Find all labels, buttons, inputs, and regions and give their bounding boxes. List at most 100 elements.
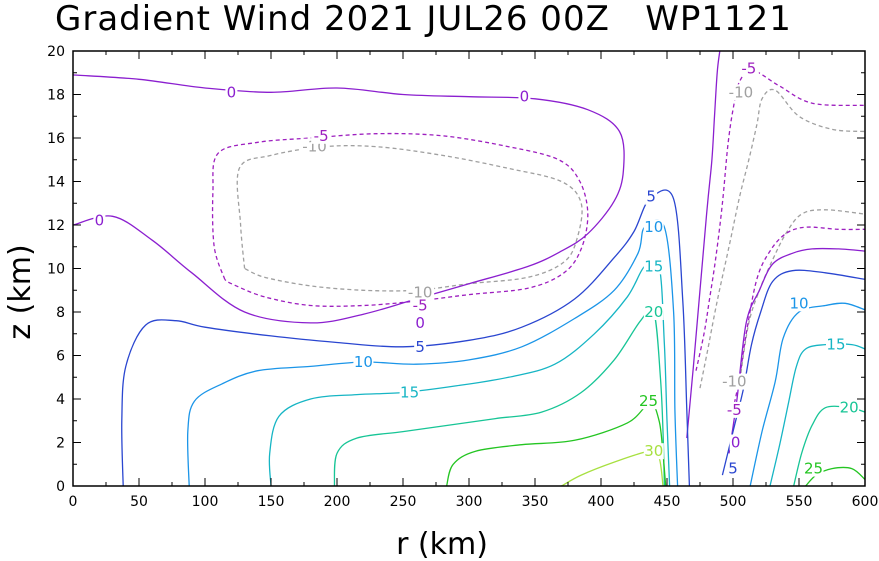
x-tick-label: 350 bbox=[522, 494, 549, 510]
contour-label-bg bbox=[803, 460, 824, 477]
contour-label-bg bbox=[414, 314, 427, 331]
y-axis: 0 2 4 6 8 10 12 14 16 18 20 bbox=[47, 44, 865, 495]
x-tick-label: 200 bbox=[324, 494, 351, 510]
contour-line-25-seg-1 bbox=[805, 466, 866, 487]
contour-label-bg bbox=[643, 443, 664, 460]
contour-label-bg bbox=[93, 212, 106, 229]
contour-label-layer: -10-10-10-10-5-5-5-50 0000555101010151515… bbox=[93, 59, 860, 478]
contour-label-5-2: 5 bbox=[728, 460, 738, 478]
contour-label-25-0: 25 bbox=[639, 392, 658, 410]
contour-label-bg bbox=[410, 297, 431, 314]
y-tick-label: 8 bbox=[56, 305, 65, 321]
contour-label-bg bbox=[839, 399, 860, 416]
contour-label-bg bbox=[406, 284, 435, 301]
x-tick-label: 300 bbox=[456, 494, 483, 510]
contour-label-minus-10-1: -10 bbox=[408, 283, 433, 301]
contour-label-minus-10-2: -10 bbox=[729, 83, 754, 101]
chart-title: Gradient Wind 2021 JUL26 00Z WP1121 bbox=[55, 0, 792, 39]
contour-line-5-seg-1 bbox=[721, 269, 866, 476]
y-tick-label: 6 bbox=[56, 349, 65, 365]
contour-label-bg bbox=[738, 60, 759, 77]
contour-line-0-seg-0 bbox=[72, 74, 625, 324]
contour-label-10-1: 10 bbox=[789, 294, 808, 312]
contour-layer bbox=[72, 50, 866, 487]
contour-label-bg bbox=[724, 401, 745, 418]
contour-line-25-seg-0 bbox=[445, 402, 667, 487]
contour-line-minus-5-seg-1 bbox=[695, 69, 866, 371]
plot-frame bbox=[72, 50, 866, 487]
x-axis: 0 50 100 150 200 250 300 350 400 450 500 550 600 bbox=[69, 51, 879, 510]
contour-line-20-seg-0 bbox=[333, 307, 666, 487]
contour-label-bg bbox=[353, 354, 374, 371]
contour-label-bg bbox=[720, 373, 749, 390]
x-tick-label: 600 bbox=[852, 494, 879, 510]
contour-label-bg bbox=[643, 258, 664, 275]
contour-line-15-seg-1 bbox=[769, 343, 866, 487]
contour-label-20-0: 20 bbox=[644, 303, 663, 321]
x-tick-label: 0 bbox=[69, 494, 78, 510]
contour-label-20-1: 20 bbox=[840, 399, 859, 417]
contour-label-bg bbox=[643, 304, 664, 320]
contour-label-5-1: 5 bbox=[415, 338, 425, 356]
contour-label-bg bbox=[643, 219, 664, 236]
contour-label-bg bbox=[727, 460, 739, 477]
y-axis-label: z (km) bbox=[3, 244, 38, 339]
contour-label-minus-5-1: -5 bbox=[413, 296, 428, 314]
contour-label-30-0: 30 bbox=[644, 442, 663, 460]
x-tick-label: 400 bbox=[588, 494, 615, 510]
y-tick-label: 0 bbox=[56, 479, 65, 495]
contour-line-10-seg-1 bbox=[749, 302, 866, 487]
contour-line-minus-10-seg-0 bbox=[236, 145, 583, 292]
x-tick-label: 250 bbox=[390, 494, 417, 510]
x-tick-label: 100 bbox=[192, 494, 219, 510]
x-tick-label: 450 bbox=[654, 494, 681, 510]
contour-label-0-3: 0 bbox=[415, 314, 425, 332]
y-tick-label: 18 bbox=[47, 88, 65, 104]
contour-label-15-2: 15 bbox=[400, 383, 419, 401]
contour-label-bg bbox=[825, 336, 846, 353]
contour-line-30-seg-0 bbox=[561, 450, 664, 487]
contour-label-bg bbox=[518, 88, 531, 105]
contour-label-0-2: 0 bbox=[95, 212, 105, 230]
contour-label-bg bbox=[414, 338, 427, 355]
contour-label-bg bbox=[399, 384, 420, 401]
contour-label-bg bbox=[789, 295, 809, 312]
y-tick-label: 12 bbox=[47, 218, 65, 234]
contour-line-0-seg-1 bbox=[686, 50, 721, 439]
contour-label-15-0: 15 bbox=[644, 257, 663, 275]
contour-label-bg bbox=[311, 127, 332, 144]
x-tick-label: 50 bbox=[130, 494, 148, 510]
x-tick-label: 150 bbox=[258, 494, 285, 510]
contour-line-10-seg-0 bbox=[186, 219, 679, 487]
contour-label-25-1: 25 bbox=[804, 460, 823, 478]
contour-label-0-1: 0 bbox=[520, 88, 530, 106]
contour-label-minus-5-2: -5 bbox=[741, 59, 756, 77]
y-tick-label: 16 bbox=[47, 131, 65, 147]
y-tick-label: 20 bbox=[47, 44, 65, 60]
contour-label-bg bbox=[645, 188, 658, 205]
contour-line-minus-10-seg-1 bbox=[699, 88, 866, 389]
contour-label-10-2: 10 bbox=[354, 353, 373, 371]
y-tick-label: 2 bbox=[56, 436, 65, 452]
contour-line-minus-10-seg-2 bbox=[740, 209, 866, 374]
contour-line-minus-5-seg-0 bbox=[211, 132, 589, 307]
contour-label-15-1: 15 bbox=[826, 336, 845, 354]
contour-label-0-4: 0 bbox=[731, 434, 741, 452]
contour-line-minus-5-seg-2 bbox=[732, 226, 866, 411]
contour-label-minus-5-0: -5 bbox=[314, 127, 329, 145]
contour-label-bg bbox=[638, 393, 659, 410]
contour-line-5-seg-0 bbox=[121, 189, 691, 487]
contour-label-bg bbox=[729, 434, 742, 451]
contour-label-10-0: 10 bbox=[644, 218, 663, 236]
contour-label-0-0: 0 bbox=[227, 83, 237, 101]
x-axis-label: r (km) bbox=[396, 527, 488, 561]
x-tick-label: 500 bbox=[720, 494, 747, 510]
y-tick-label: 14 bbox=[47, 175, 65, 191]
contour-label-bg bbox=[726, 84, 755, 101]
y-tick-label: 4 bbox=[56, 392, 65, 408]
contour-line-15-seg-0 bbox=[268, 258, 671, 487]
contour-label-bg bbox=[225, 84, 238, 101]
contour-label-minus-5-3: -5 bbox=[727, 401, 742, 419]
contour-label-minus-10-3: -10 bbox=[722, 373, 747, 391]
